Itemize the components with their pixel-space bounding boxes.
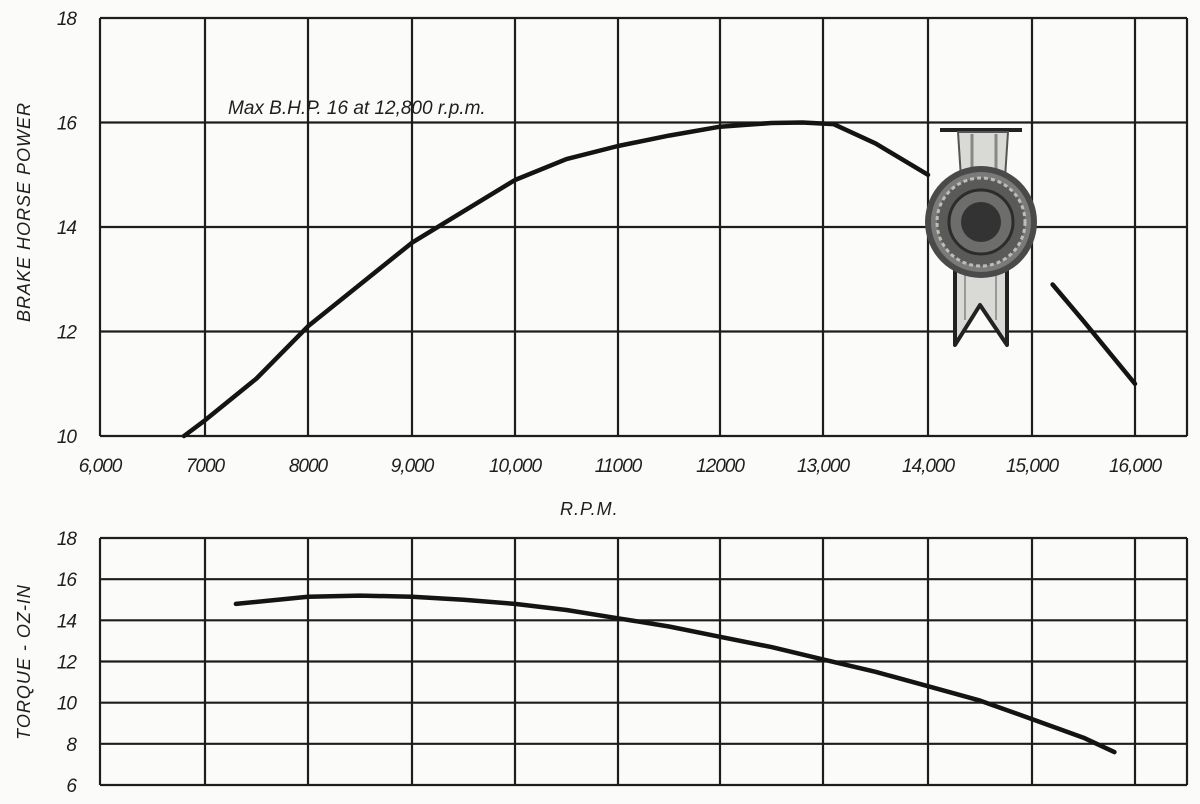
torque-y-axis-label: TORQUE - OZ-IN [14, 584, 34, 740]
torque-y-tick-label: 14 [57, 611, 77, 632]
rpm-x-tick-label: 12000 [696, 456, 745, 477]
torque-y-tick-label: 12 [57, 653, 78, 674]
bhp-series [181, 120, 1138, 439]
bhp-curve [181, 120, 931, 439]
rpm-x-tick-label: 8000 [289, 456, 329, 477]
bhp-y-ticks: 10 12 14 16 18 [57, 9, 79, 448]
rpm-x-tick-label: 11000 [595, 456, 643, 477]
bhp-chart: 10 12 14 16 18 6,000 7000 8000 9,000 10,000 11000… [14, 9, 1189, 519]
award-rosette-icon [925, 128, 1037, 347]
bhp-y-tick-label: 16 [57, 114, 78, 135]
x-axis-label: R.P.M. [560, 499, 619, 519]
bhp-y-tick-label: 18 [57, 9, 78, 30]
rpm-x-tick-label: 6,000 [79, 456, 123, 477]
rpm-x-tick-label: 9,000 [391, 456, 435, 477]
torque-y-tick-label: 16 [57, 570, 78, 591]
rpm-x-tick-label: 15,000 [1006, 456, 1060, 477]
rpm-x-tick-label: 10,000 [489, 456, 543, 477]
bhp-curve [1050, 282, 1138, 387]
bhp-y-tick-label: 10 [57, 427, 78, 448]
bhp-y-axis-label: BRAKE HORSE POWER [14, 102, 34, 322]
torque-y-tick-label: 6 [66, 776, 77, 797]
rpm-x-tick-label: 16,000 [1109, 456, 1163, 477]
rpm-x-tick-label: 7000 [186, 456, 226, 477]
torque-curve [233, 593, 1117, 755]
torque-grid [98, 536, 1189, 787]
bhp-y-tick-label: 14 [57, 218, 77, 239]
torque-y-tick-label: 18 [57, 529, 78, 550]
bhp-y-tick-label: 12 [57, 323, 78, 344]
torque-y-tick-label: 8 [66, 735, 77, 756]
rpm-x-tick-label: 13,000 [797, 456, 851, 477]
rpm-x-tick-label: 14,000 [902, 456, 956, 477]
torque-chart: 6 8 10 12 14 16 18 TORQUE - OZ-IN [14, 529, 1189, 797]
torque-y-tick-label: 10 [57, 694, 78, 715]
torque-series [233, 593, 1117, 755]
torque-y-ticks: 6 8 10 12 14 16 18 [57, 529, 79, 797]
rpm-x-ticks: 6,000 7000 8000 9,000 10,000 11000 12000 13,000… [79, 456, 1164, 477]
max-bhp-annotation: Max B.H.P. 16 at 12,800 r.p.m. [228, 98, 486, 119]
